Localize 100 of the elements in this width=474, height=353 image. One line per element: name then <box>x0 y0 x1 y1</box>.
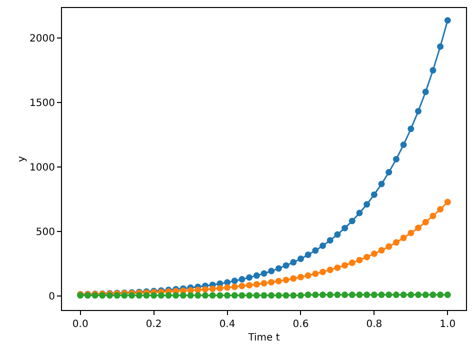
point <box>400 141 407 148</box>
point <box>143 292 150 299</box>
point <box>348 292 356 298</box>
point <box>386 168 392 176</box>
point <box>275 265 282 272</box>
point <box>342 292 348 298</box>
point <box>386 243 392 250</box>
point <box>408 126 414 132</box>
point <box>334 264 341 271</box>
point <box>282 262 290 269</box>
x-tick-label: 0.0 <box>72 319 88 330</box>
point <box>246 274 253 281</box>
point <box>128 292 136 299</box>
point <box>378 180 385 188</box>
point <box>312 292 319 298</box>
point <box>408 230 414 236</box>
point <box>275 292 282 299</box>
point <box>378 247 385 254</box>
point <box>437 206 444 212</box>
point <box>238 276 246 283</box>
point <box>400 234 407 242</box>
point <box>194 292 202 299</box>
y-axis-title: y <box>16 156 28 162</box>
point <box>246 282 253 288</box>
point <box>297 274 304 280</box>
point <box>194 286 202 294</box>
point <box>290 275 297 282</box>
y-tick-label: 0 <box>48 292 55 303</box>
x-tick-label: 0.2 <box>146 319 162 330</box>
point <box>231 292 238 299</box>
point <box>260 280 268 287</box>
point <box>268 279 275 286</box>
point <box>422 292 429 298</box>
point <box>415 108 422 114</box>
y-tick-label: 500 <box>36 227 55 238</box>
point <box>165 292 172 299</box>
x-tick-label: 1.0 <box>440 319 456 330</box>
point <box>392 156 400 162</box>
point <box>231 278 238 284</box>
point <box>342 262 348 269</box>
point <box>400 292 407 298</box>
point <box>326 266 334 274</box>
point <box>231 284 238 290</box>
point <box>202 286 208 293</box>
point <box>408 292 414 298</box>
point <box>253 272 260 279</box>
point <box>370 191 378 198</box>
point <box>312 270 319 277</box>
x-tick-label: 0.6 <box>292 319 309 330</box>
point <box>312 247 319 254</box>
point <box>320 242 326 250</box>
point <box>430 292 436 298</box>
point <box>364 201 370 208</box>
point <box>275 278 282 284</box>
point <box>444 198 451 206</box>
point <box>224 279 231 286</box>
point <box>364 254 370 260</box>
point <box>348 260 356 266</box>
point <box>136 292 142 299</box>
point <box>320 292 326 298</box>
point <box>342 224 348 232</box>
point <box>187 292 194 299</box>
point <box>282 276 290 284</box>
point <box>444 17 451 24</box>
point <box>209 286 216 292</box>
point <box>290 292 297 299</box>
point <box>370 292 378 298</box>
point <box>364 292 370 298</box>
point <box>297 292 304 299</box>
y-tick-label: 2000 <box>30 34 55 45</box>
point <box>348 218 356 224</box>
point <box>297 256 304 262</box>
point <box>378 292 385 298</box>
point <box>356 210 363 216</box>
point <box>282 292 290 299</box>
point <box>304 292 312 298</box>
point <box>216 292 224 299</box>
point <box>437 292 444 298</box>
point <box>415 224 422 232</box>
point <box>370 250 378 257</box>
y-tick-label: 1000 <box>30 162 55 174</box>
point <box>246 292 253 299</box>
point <box>260 292 268 299</box>
y-tick-label: 1500 <box>30 98 55 110</box>
point <box>392 239 400 246</box>
point <box>320 268 326 276</box>
point <box>216 284 224 292</box>
point <box>253 281 260 288</box>
point <box>356 292 363 298</box>
point <box>422 88 429 96</box>
point <box>334 292 341 298</box>
point <box>326 292 334 298</box>
point <box>209 292 216 299</box>
point <box>268 268 275 274</box>
point <box>415 292 422 298</box>
point <box>356 256 363 264</box>
point <box>253 292 260 299</box>
point <box>304 272 312 279</box>
point <box>386 292 392 298</box>
point <box>158 292 164 299</box>
